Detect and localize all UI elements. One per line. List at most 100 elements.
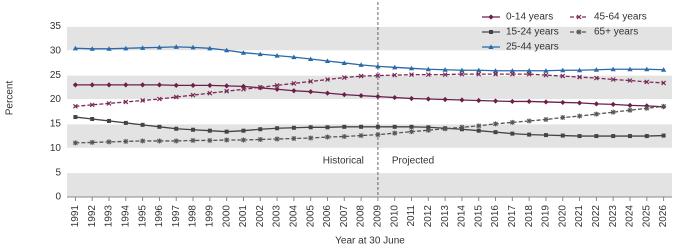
x-tick-label: 2011 <box>406 205 417 227</box>
marker <box>140 82 146 88</box>
marker <box>610 109 616 115</box>
marker <box>106 46 112 51</box>
x-axis-label: Year at 30 June <box>335 236 405 247</box>
marker <box>359 124 364 129</box>
marker <box>459 71 465 77</box>
marker <box>291 88 297 94</box>
marker <box>661 133 666 138</box>
x-tick-label: 2007 <box>339 205 350 228</box>
marker <box>207 137 213 143</box>
x-tick-label: 1992 <box>87 205 98 228</box>
marker <box>476 123 482 129</box>
marker <box>577 113 583 119</box>
marker <box>72 82 79 88</box>
marker <box>224 83 230 89</box>
marker <box>408 95 415 102</box>
marker <box>425 66 431 72</box>
legend-label: 65+ years <box>594 27 638 38</box>
x-tick-label: 2009 <box>373 205 384 228</box>
marker <box>509 71 515 77</box>
marker <box>593 111 599 117</box>
series-line <box>75 84 664 108</box>
marker <box>257 136 263 142</box>
marker <box>543 68 549 73</box>
marker <box>207 90 213 96</box>
marker <box>527 132 532 137</box>
x-tick-label: 2025 <box>641 205 652 228</box>
marker <box>341 60 347 65</box>
y-tick-label: 0 <box>55 192 61 203</box>
marker <box>241 86 246 92</box>
marker <box>274 82 280 88</box>
marker <box>140 138 146 144</box>
marker <box>543 72 549 78</box>
marker <box>191 127 196 132</box>
marker <box>291 54 297 60</box>
marker <box>543 116 549 122</box>
x-tick-label: 2017 <box>507 205 518 228</box>
marker <box>627 134 632 139</box>
marker <box>392 124 397 129</box>
marker <box>140 98 146 103</box>
legend-label: 25-44 years <box>506 42 559 53</box>
marker <box>560 99 566 106</box>
marker <box>409 129 415 135</box>
marker <box>509 98 515 105</box>
marker <box>627 102 633 108</box>
marker <box>526 71 532 77</box>
x-tick-label: 1996 <box>154 205 165 228</box>
marker <box>610 77 616 82</box>
y-tick-label: 30 <box>50 45 62 56</box>
marker <box>576 100 583 106</box>
marker <box>72 45 79 51</box>
x-tick-label: 1994 <box>120 205 131 228</box>
marker <box>358 73 364 79</box>
marker <box>509 119 515 125</box>
marker <box>241 128 246 133</box>
marker <box>459 67 465 73</box>
marker <box>476 128 481 133</box>
marker <box>358 62 364 67</box>
marker <box>644 105 650 111</box>
marker <box>459 97 465 103</box>
marker <box>610 101 616 107</box>
marker <box>89 82 95 88</box>
marker <box>627 78 633 83</box>
marker <box>576 29 582 35</box>
marker <box>576 14 582 20</box>
marker <box>442 67 448 72</box>
marker <box>594 134 599 139</box>
marker <box>341 75 347 80</box>
x-tick-label: 2020 <box>557 205 568 228</box>
marker <box>488 14 494 20</box>
y-axis-label: Percent <box>5 81 16 116</box>
x-tick-label: 2001 <box>238 205 249 228</box>
marker <box>577 74 582 80</box>
marker <box>156 82 163 88</box>
marker <box>375 73 381 79</box>
marker <box>190 137 196 143</box>
marker <box>593 67 599 72</box>
marker <box>89 46 95 51</box>
marker <box>375 124 380 129</box>
x-tick-label: 1998 <box>188 205 199 228</box>
marker <box>324 134 330 140</box>
marker <box>576 67 583 73</box>
marker <box>274 136 280 142</box>
x-tick-label: 2022 <box>591 205 602 228</box>
marker <box>660 67 667 72</box>
marker <box>392 130 398 136</box>
marker <box>409 72 414 78</box>
marker <box>408 65 415 71</box>
x-tick-label: 1991 <box>70 205 81 228</box>
x-tick-label: 2004 <box>289 205 300 228</box>
marker <box>156 44 163 50</box>
y-tick-label: 20 <box>50 94 62 105</box>
marker <box>224 129 229 134</box>
series-line <box>75 105 664 144</box>
grid-band <box>67 172 672 197</box>
x-tick-label: 2024 <box>625 205 636 228</box>
marker <box>140 45 146 50</box>
x-tick-label: 2012 <box>423 205 434 228</box>
legend-label: 15-24 years <box>506 27 559 38</box>
